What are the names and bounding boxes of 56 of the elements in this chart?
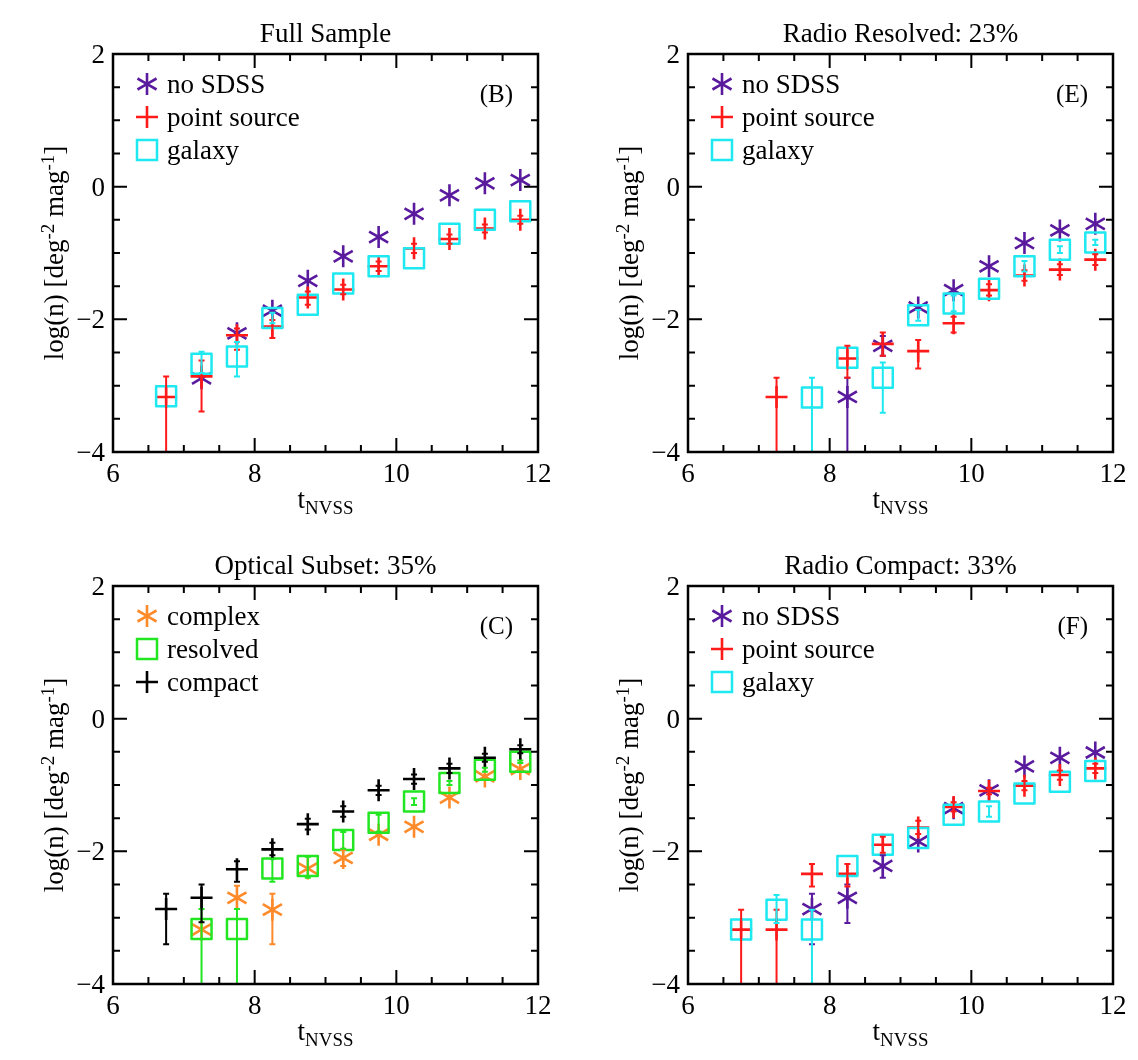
y-tick-label: 0 [666, 171, 680, 202]
y-tick-label: 2 [666, 39, 680, 69]
legend-label: galaxy [742, 135, 815, 165]
y-tick-label: 0 [666, 703, 680, 734]
y-tick-label: −4 [76, 969, 106, 999]
x-tick-label: 10 [957, 458, 985, 488]
legend-label: point source [167, 102, 300, 132]
x-tick-label: 12 [524, 458, 552, 488]
chart-title: Radio Resolved: 23% [782, 18, 1019, 48]
x-tick-label: 8 [822, 458, 837, 488]
legend-label: resolved [167, 634, 259, 664]
x-tick-label: 8 [247, 990, 262, 1020]
x-tick-label: 8 [822, 990, 837, 1020]
y-tick-label: −2 [651, 304, 680, 335]
y-tick-label: 0 [91, 171, 105, 202]
y-tick-label: 2 [91, 39, 105, 69]
x-tick-label: 10 [957, 990, 985, 1020]
annotation: (B) [479, 80, 513, 108]
x-tick-label: 10 [382, 990, 410, 1020]
y-tick-label: −4 [76, 437, 106, 467]
x-tick-label: 8 [247, 458, 262, 488]
x-tick-label: 6 [681, 990, 695, 1020]
x-tick-label: 12 [1099, 458, 1127, 488]
y-tick-label: 0 [91, 703, 105, 734]
y-tick-label: 2 [91, 571, 105, 601]
legend-label: point source [742, 102, 875, 132]
x-axis-title: t$_{NVSS}$ [872, 1016, 929, 1050]
x-axis-title: t$_{NVSS}$ [872, 484, 929, 518]
y-tick-label: −4 [651, 437, 681, 467]
y-tick-label: −2 [651, 836, 680, 867]
legend-label: galaxy [742, 667, 815, 697]
annotation: (C) [479, 612, 513, 640]
annotation: (F) [1057, 612, 1088, 640]
x-axis-title: t$_{NVSS}$ [297, 1016, 354, 1050]
chart-title: Radio Compact: 33% [784, 550, 1017, 580]
y-tick-label: 2 [666, 571, 680, 601]
x-tick-label: 6 [106, 458, 120, 488]
chart-title: Optical Subset: 35% [214, 550, 437, 580]
x-tick-label: 10 [382, 458, 410, 488]
annotation: (E) [1056, 80, 1088, 108]
x-tick-label: 12 [524, 990, 552, 1020]
legend-label: complex [167, 601, 261, 631]
x-tick-label: 6 [681, 458, 695, 488]
x-tick-label: 6 [106, 990, 120, 1020]
legend-label: no SDSS [167, 69, 266, 99]
y-tick-label: −2 [76, 836, 105, 867]
legend-label: point source [742, 634, 875, 664]
x-tick-label: 12 [1099, 990, 1127, 1020]
legend-label: no SDSS [742, 601, 841, 631]
y-tick-label: −4 [651, 969, 681, 999]
y-tick-label: −2 [76, 304, 105, 335]
legend-label: galaxy [167, 135, 240, 165]
x-axis-title: t$_{NVSS}$ [297, 484, 354, 518]
chart-title: Full Sample [259, 18, 392, 48]
legend-label: compact [167, 667, 259, 697]
legend-label: no SDSS [742, 69, 841, 99]
